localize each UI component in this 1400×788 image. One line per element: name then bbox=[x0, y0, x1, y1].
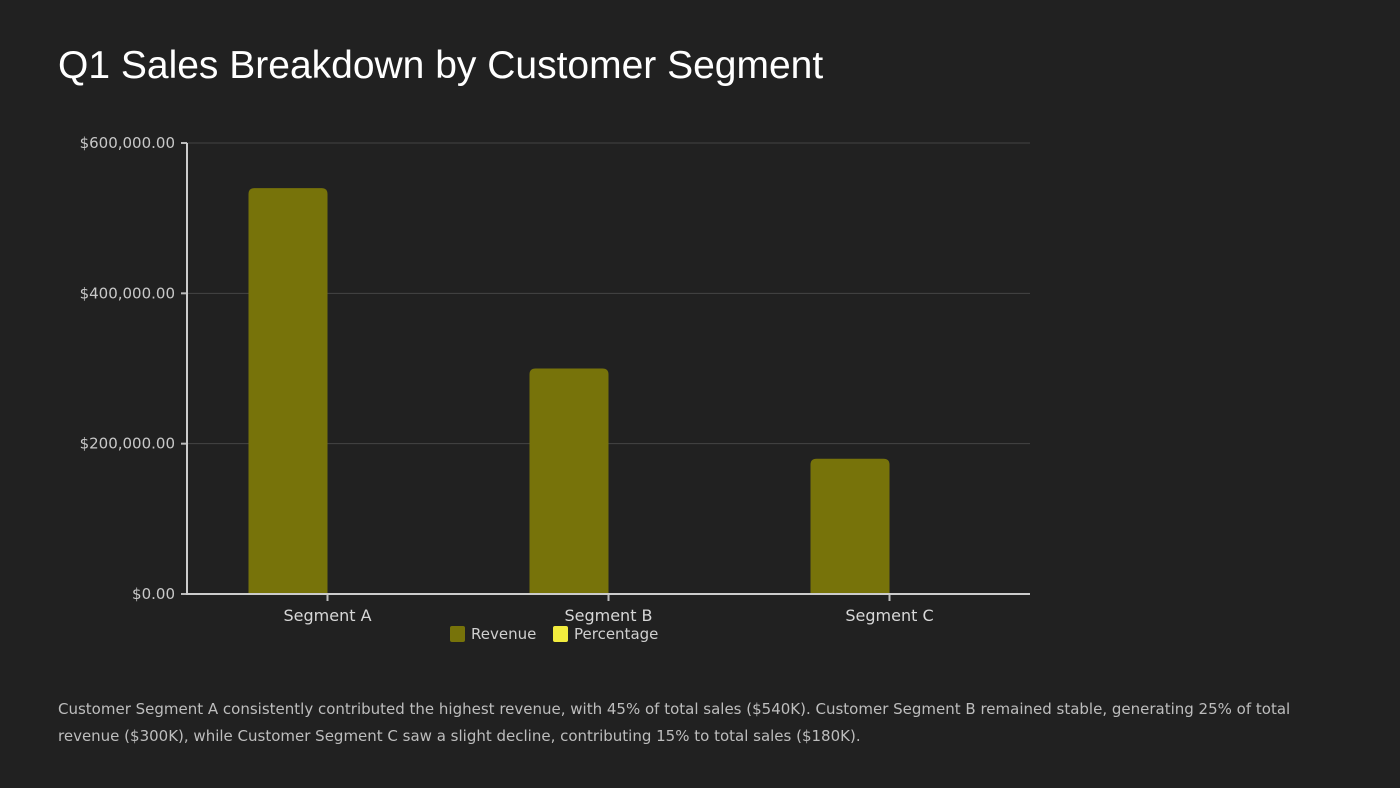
x-tick-label: Segment B bbox=[564, 606, 652, 625]
y-tick-label: $0.00 bbox=[132, 585, 175, 603]
y-tick-label: $400,000.00 bbox=[80, 284, 175, 302]
bar-revenue-segment-c bbox=[810, 458, 890, 594]
legend-swatch-revenue bbox=[450, 626, 465, 642]
y-tick-label: $200,000.00 bbox=[80, 435, 175, 453]
bar-chart: $0.00 $200,000.00 $400,000.00 $600,000.00 Se… bbox=[80, 134, 1030, 643]
x-tick-label: Segment A bbox=[283, 606, 371, 625]
bar-revenue-segment-a bbox=[248, 188, 328, 594]
x-tick-label: Segment C bbox=[845, 606, 933, 625]
bar-revenue-segment-b bbox=[529, 368, 609, 594]
y-tick-label: $600,000.00 bbox=[80, 134, 175, 152]
chart-caption: Customer Segment A consistently contribu… bbox=[58, 700, 1291, 745]
legend-swatch-percentage bbox=[553, 626, 568, 642]
legend-label-percentage: Percentage bbox=[574, 625, 658, 643]
chart-title: Q1 Sales Breakdown by Customer Segment bbox=[58, 44, 824, 87]
legend-label-revenue: Revenue bbox=[471, 625, 536, 643]
